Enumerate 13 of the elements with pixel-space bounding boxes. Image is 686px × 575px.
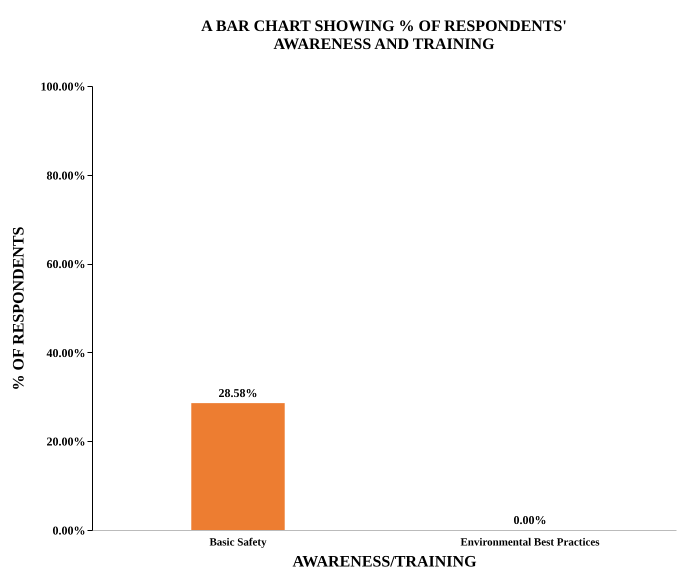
y-tick-label: 0.00% [52, 524, 86, 538]
x-tick-label: Basic Safety [209, 536, 268, 548]
y-tick-label: 80.00% [46, 168, 86, 182]
y-tick-label: 20.00% [46, 434, 86, 449]
y-axis-title: % OF RESPONDENTS [10, 226, 28, 390]
y-tick-label: 60.00% [46, 257, 86, 272]
x-tick-label: Environmental Best Practices [460, 536, 600, 548]
data-label: 28.58% [218, 386, 258, 400]
y-tick-label: 100.00% [40, 80, 86, 94]
y-tick-label: 40.00% [46, 346, 86, 360]
chart-title: A BAR CHART SHOWING % OF RESPONDENTS' AWARENESS AND TRAINING [201, 18, 567, 53]
x-axis-title: AWARENESS/TRAINING [292, 554, 478, 570]
data-label: 0.00% [514, 513, 546, 527]
